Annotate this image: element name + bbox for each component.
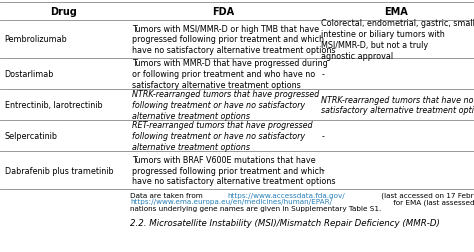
Text: RET-rearranged tumors that have progressed
following treatment or have no satisf: RET-rearranged tumors that have progress…	[132, 121, 312, 151]
Text: Dostarlimab: Dostarlimab	[5, 70, 54, 79]
Text: 2.2. Microsatellite Instability (MSI)/Mismatch Repair Deficiency (MMR-D): 2.2. Microsatellite Instability (MSI)/Mi…	[130, 218, 440, 227]
Text: Entrectinib, larotrectinib: Entrectinib, larotrectinib	[5, 101, 102, 110]
Text: EMA: EMA	[384, 7, 408, 17]
Text: (last accessed on 17 February 2024) for FDA and from: (last accessed on 17 February 2024) for …	[379, 192, 474, 199]
Text: NTRK-rearranged tumors that have progressed
following treatment or have no satis: NTRK-rearranged tumors that have progres…	[132, 90, 319, 120]
Text: NTRK-rearranged tumors that have no
satisfactory alternative treatment options: NTRK-rearranged tumors that have no sati…	[321, 95, 474, 115]
Text: Tumors with MSI/MMR-D or high TMB that have
progressed following prior treatment: Tumors with MSI/MMR-D or high TMB that h…	[132, 25, 335, 55]
Text: nations underlying gene names are given in Supplementary Table S1.: nations underlying gene names are given …	[130, 205, 382, 211]
Text: Pembrolizumab: Pembrolizumab	[5, 35, 67, 44]
Text: -: -	[321, 166, 324, 175]
Text: Drug: Drug	[51, 7, 77, 17]
Text: https://www.accessdata.fda.gov/: https://www.accessdata.fda.gov/	[227, 192, 345, 198]
Text: Colorectal, endometrial, gastric, small
intestine or biliary tumors with
MSI/MMR: Colorectal, endometrial, gastric, small …	[321, 19, 474, 60]
Text: Dabrafenib plus trametinib: Dabrafenib plus trametinib	[5, 166, 113, 175]
Text: FDA: FDA	[212, 7, 234, 17]
Text: Selpercatinib: Selpercatinib	[5, 131, 58, 140]
Text: Tumors with BRAF V600E mutations that have
progressed following prior treatment : Tumors with BRAF V600E mutations that ha…	[132, 155, 335, 185]
Text: for EMA (last assessed on 17 February 2024); expla-: for EMA (last assessed on 17 February 20…	[391, 199, 474, 205]
Text: Data are taken from: Data are taken from	[130, 192, 205, 198]
Text: -: -	[321, 131, 324, 140]
Text: -: -	[321, 70, 324, 79]
Text: https://www.ema.europa.eu/en/medicines/human/EPAR/: https://www.ema.europa.eu/en/medicines/h…	[130, 199, 332, 204]
Text: Tumors with MMR-D that have progressed during
or following prior treatment and w: Tumors with MMR-D that have progressed d…	[132, 59, 328, 89]
